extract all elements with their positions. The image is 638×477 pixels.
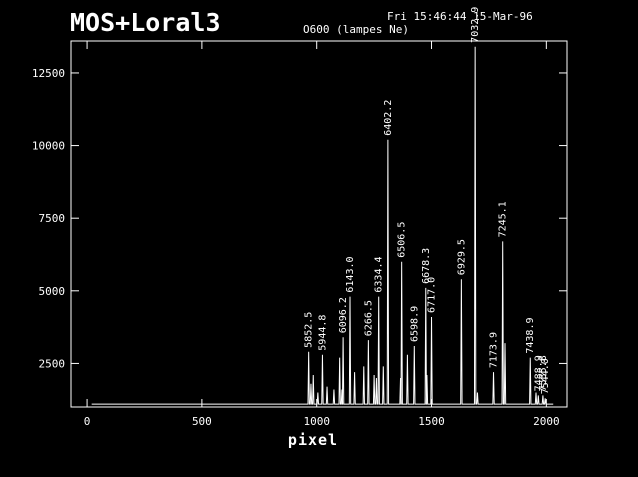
x-tick-label: 2000 [533, 415, 560, 428]
peak-label: 7245.1 [498, 201, 509, 237]
peak-label: 6506.5 [397, 222, 408, 258]
peak-label: 7173.9 [489, 332, 500, 368]
peak-label: 6929.5 [456, 239, 467, 275]
y-tick-label: 12500 [32, 67, 65, 80]
peak-label: 6402.2 [383, 100, 394, 136]
peak-label: 7488.9 [533, 355, 544, 391]
peak-label: 5852.5 [304, 312, 315, 348]
y-tick-label: 2500 [39, 357, 66, 370]
y-axis: 2500 5000 7500 10000 12500 [32, 67, 567, 370]
spectrum-line [91, 46, 554, 405]
spectrum-series [91, 46, 554, 405]
peak-label: 6334.4 [374, 256, 385, 292]
y-tick-label: 10000 [32, 140, 65, 153]
peak-label: 5944.8 [317, 315, 328, 351]
peak-label: 7535.8 [538, 355, 549, 391]
x-tick-label: 1500 [418, 415, 445, 428]
x-tick-label: 1000 [303, 415, 330, 428]
peak-label: 7032.9 [470, 7, 481, 43]
peak-label: 6143.0 [345, 256, 356, 292]
timestamp: Fri 15:46:44 15-Mar-96 [387, 10, 533, 23]
chart-subtitle: O600 (lampes Ne) [303, 23, 409, 36]
y-tick-label: 5000 [39, 285, 66, 298]
y-tick-label: 7500 [39, 212, 66, 225]
x-axis: 0 500 1000 1500 2000 [84, 41, 560, 428]
chart-title: MOS+Loral3 [70, 8, 221, 37]
peak-label: 7438.9 [525, 317, 536, 353]
peak-label: 6096.2 [338, 297, 349, 333]
x-tick-label: 0 [84, 415, 91, 428]
x-tick-label: 500 [192, 415, 212, 428]
x-axis-label: pixel [288, 431, 338, 449]
peak-label: 6598.9 [409, 306, 420, 342]
plot-frame [70, 40, 568, 408]
peak-label: 7544.0 [540, 358, 551, 394]
peak-label: 6266.5 [363, 300, 374, 336]
peak-label: 6678.3 [421, 248, 432, 284]
peak-label: 6717.0 [427, 277, 438, 313]
